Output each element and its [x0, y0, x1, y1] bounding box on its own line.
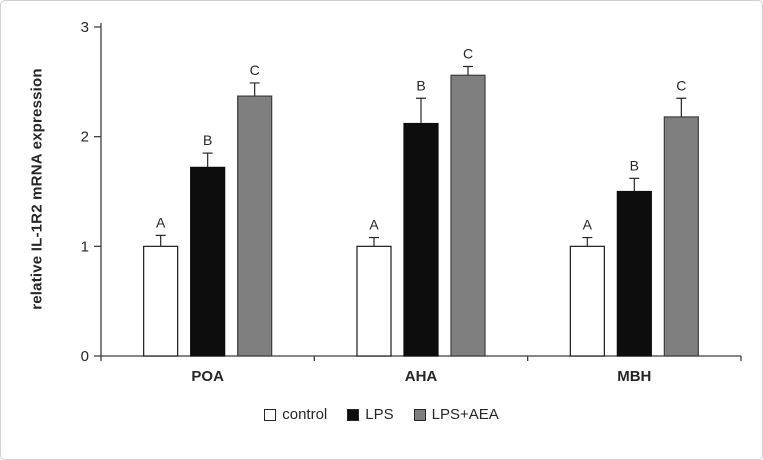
bar-LPS+AEA-AHA [450, 74, 486, 357]
legend-item-control: control [264, 406, 327, 423]
x-category-label: AHA [405, 368, 438, 385]
chart-legend: control LPS LPS+AEA [1, 406, 762, 423]
significance-letter: C [250, 62, 260, 78]
legend-label: LPS+AEA [431, 406, 499, 423]
significance-letter: B [630, 157, 639, 173]
bar-LPS+AEA-POA [237, 95, 273, 357]
y-tick-label: 2 [81, 129, 89, 146]
bar-control-AHA [356, 245, 392, 357]
bar-control-MBH [569, 245, 605, 357]
significance-letter: C [676, 77, 686, 93]
bar-LPS-POA [190, 166, 226, 357]
significance-letter: A [369, 217, 379, 233]
significance-letter: A [156, 214, 166, 230]
legend-swatch-icon [413, 408, 426, 421]
legend-swatch-icon [264, 408, 277, 421]
legend-item-LPS+AEA: LPS+AEA [413, 406, 499, 423]
legend-label: LPS [365, 406, 394, 423]
bar-LPS-AHA [403, 122, 439, 357]
bar-LPS+AEA-MBH [663, 116, 699, 357]
y-tick-label: 3 [81, 19, 89, 36]
bar-control-POA [143, 245, 179, 357]
legend-item-LPS: LPS [347, 406, 394, 423]
x-category-label: POA [191, 368, 224, 385]
significance-letter: A [583, 217, 593, 233]
bar-LPS-MBH [616, 190, 652, 357]
legend-label: control [282, 406, 328, 423]
significance-letter: C [463, 45, 473, 61]
y-tick-label: 0 [81, 348, 89, 365]
legend-swatch-icon [347, 408, 360, 421]
significance-letter: B [203, 132, 212, 148]
y-tick-label: 1 [81, 238, 89, 255]
significance-letter: B [416, 77, 425, 93]
x-category-label: MBH [617, 368, 651, 385]
